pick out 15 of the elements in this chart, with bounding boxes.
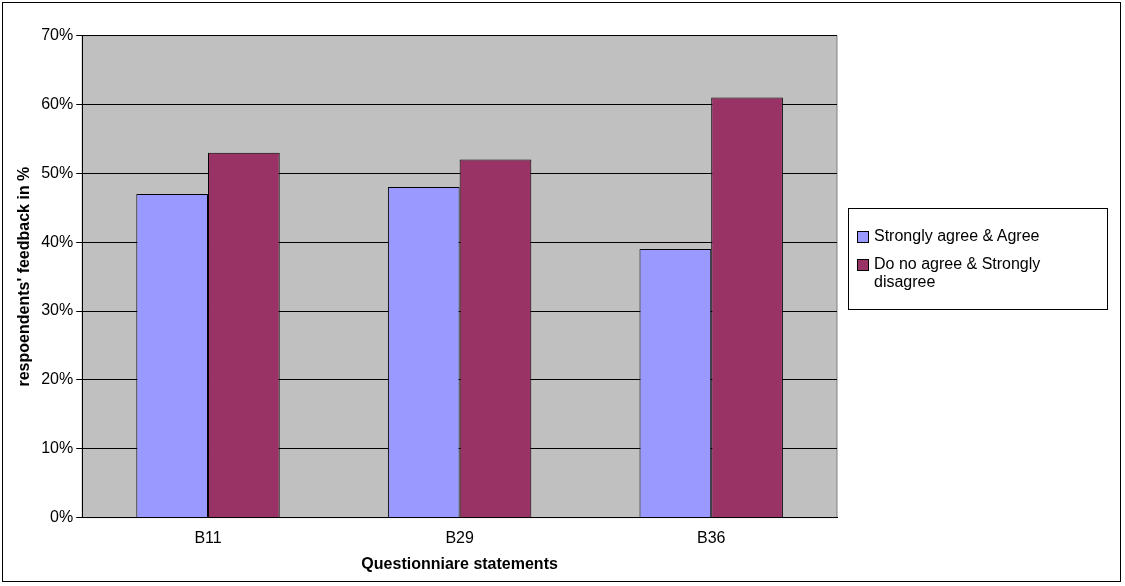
y-tick-label: 10% [41, 439, 74, 457]
x-tick-label: B29 [445, 528, 474, 546]
x-axis-title: Questionniare statements [361, 554, 558, 572]
y-tick-label: 20% [41, 370, 74, 388]
y-tick-label: 70% [41, 26, 74, 44]
x-tick-label: B11 [194, 528, 222, 546]
y-tick-label: 40% [41, 232, 74, 250]
y-tick-label: 30% [41, 301, 74, 319]
legend-label: Do no agree & Strongly disagree [874, 255, 1042, 291]
legend-label: Strongly agree & Agree [874, 227, 1040, 245]
x-tick-label: B36 [696, 528, 726, 546]
y-axis-title: respoendents' feedback in % [15, 166, 33, 387]
y-tick-label: 50% [41, 163, 74, 181]
y-tick-label: 60% [41, 94, 74, 112]
y-tick-label: 0% [50, 508, 74, 526]
